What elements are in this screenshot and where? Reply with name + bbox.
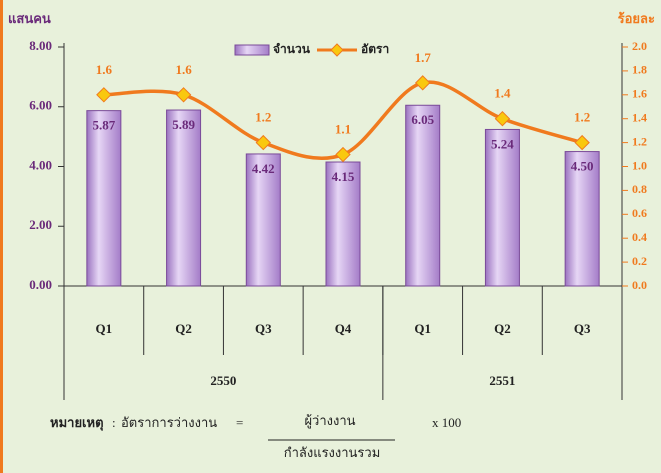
y-tick-label: 6.00 xyxy=(29,98,52,113)
note-label: หมายเหตุ xyxy=(50,415,104,431)
y2-tick-label: 0.4 xyxy=(632,230,647,244)
rate-value-label: 1.4 xyxy=(494,86,511,101)
note-term: อัตราการว่างงาน xyxy=(121,415,217,430)
bar xyxy=(484,128,520,287)
y2-tick-label: 0.6 xyxy=(632,206,647,220)
bar xyxy=(405,104,441,287)
rate-marker xyxy=(415,75,431,91)
rate-value-label: 1.6 xyxy=(175,62,192,77)
rate-value-label: 1.6 xyxy=(96,62,113,77)
x-tick-label: Q3 xyxy=(574,321,591,336)
note-denominator: กำลังแรงงานรวม xyxy=(284,445,381,460)
y-tick-label: 4.00 xyxy=(29,157,52,172)
note-numerator: ผู้ว่างงาน xyxy=(304,413,355,429)
y-tick-label: 8.00 xyxy=(29,38,52,53)
rate-value-label: 1.7 xyxy=(415,50,432,65)
bar-value-label: 4.15 xyxy=(332,169,355,184)
y2-tick-label: 0.2 xyxy=(632,254,647,268)
x-tick-label: Q2 xyxy=(494,321,511,336)
y2-tick-label: 2.0 xyxy=(632,39,647,53)
note-equals: = xyxy=(236,415,243,430)
rate-marker xyxy=(175,87,192,103)
y-axis-title: แสนคน xyxy=(8,11,51,26)
note-times: x 100 xyxy=(432,415,461,430)
bar-value-label: 5.89 xyxy=(172,117,195,132)
rate-value-label: 1.2 xyxy=(574,110,590,125)
legend-swatch xyxy=(234,44,270,56)
x-tick-label: Q4 xyxy=(335,321,352,336)
rate-value-label: 1.2 xyxy=(255,110,271,125)
bar-value-label: 4.42 xyxy=(252,161,275,176)
y2-axis-title: ร้อยละ xyxy=(618,11,655,26)
legend-marker xyxy=(330,43,344,57)
y2-tick-label: 0.8 xyxy=(632,182,647,196)
bar xyxy=(86,110,122,287)
rate-marker xyxy=(335,146,351,163)
bar-value-label: 5.87 xyxy=(92,118,115,133)
legend-label: จำนวน xyxy=(273,42,311,56)
y2-tick-label: 1.6 xyxy=(632,87,647,101)
bar-value-label: 5.24 xyxy=(491,136,514,151)
bar xyxy=(245,153,281,287)
y2-tick-label: 0.0 xyxy=(632,278,647,292)
y-tick-label: 0.00 xyxy=(29,277,52,292)
y2-tick-label: 1.8 xyxy=(632,63,647,77)
y-tick-label: 2.00 xyxy=(29,217,52,232)
note: หมายเหตุ : อัตราการว่างงาน = ผู้ว่างงาน … xyxy=(50,413,461,460)
x-tick-label: Q1 xyxy=(96,321,113,336)
y2-tick-label: 1.0 xyxy=(632,158,647,172)
bar xyxy=(564,151,600,287)
x-tick-label: Q2 xyxy=(175,321,192,336)
group-label: 2551 xyxy=(489,373,515,388)
bar xyxy=(166,109,202,287)
rate-value-label: 1.1 xyxy=(335,122,351,137)
x-tick-label: Q3 xyxy=(255,321,272,336)
group-label: 2550 xyxy=(210,373,236,388)
x-tick-label: Q1 xyxy=(414,321,431,336)
bar-value-label: 4.50 xyxy=(571,159,594,174)
note-colon: : xyxy=(112,415,116,430)
bar-value-label: 6.05 xyxy=(411,112,434,127)
bar xyxy=(325,161,361,287)
legend-label: อัตรา xyxy=(361,42,389,56)
y2-tick-label: 1.4 xyxy=(632,110,647,124)
rate-marker xyxy=(494,110,511,127)
y2-tick-label: 1.2 xyxy=(632,134,647,148)
rate-marker xyxy=(574,134,590,151)
rate-marker xyxy=(255,134,271,151)
rate-marker xyxy=(96,87,112,103)
